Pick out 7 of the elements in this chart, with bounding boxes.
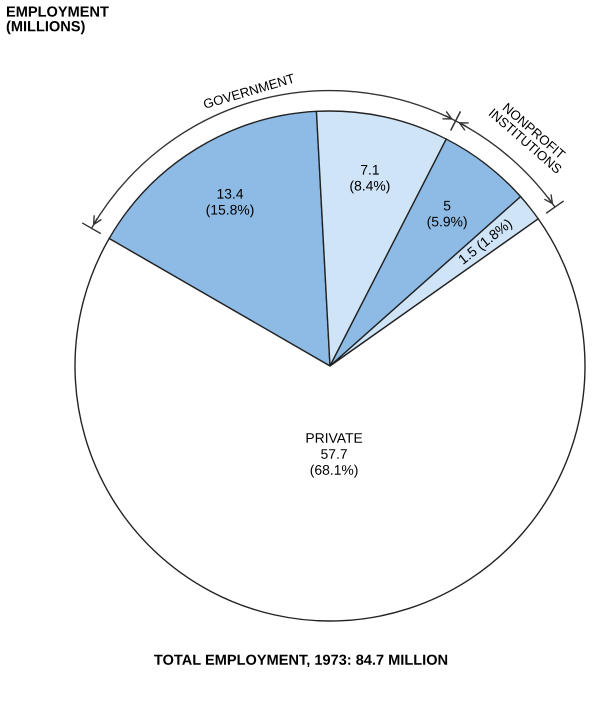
- text: TOTAL EMPLOYMENT, 1973: 84.7 MILLION: [154, 654, 448, 668]
- data-label: 7.1 (8.4%): [350, 165, 390, 194]
- data-label: 57.7 (68.1%): [310, 449, 358, 478]
- chart-title: EMPLOYMENT (MILLIONS): [6, 6, 109, 34]
- data-label: 13.4 (15.8%): [206, 188, 254, 218]
- slice-label: PRIVATE: [306, 433, 362, 443]
- data-label: 5 (5.9%): [428, 200, 467, 230]
